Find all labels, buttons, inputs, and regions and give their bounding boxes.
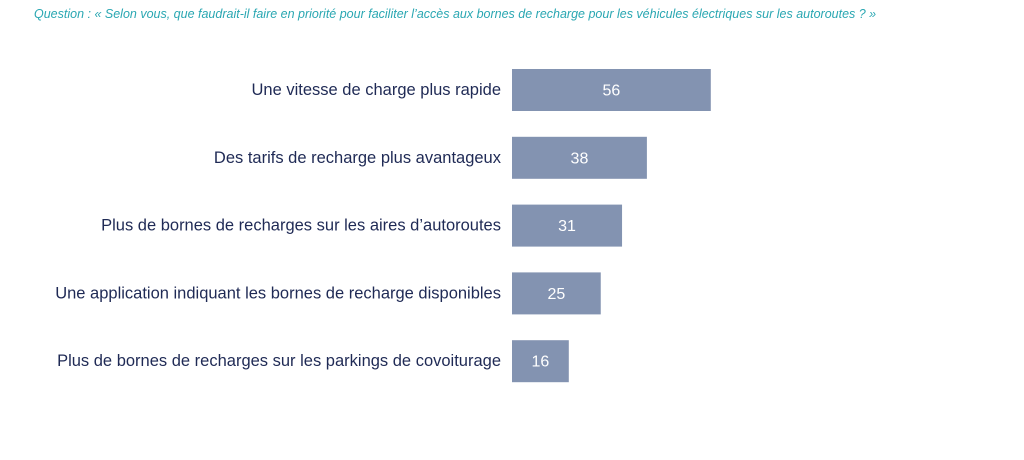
bar (512, 69, 711, 111)
value-label: 38 (571, 150, 589, 167)
bar (512, 136, 647, 179)
question-text: Question : « Selon vous, que faudrait-il… (34, 7, 877, 21)
category-labels-group: Une vitesse de charge plus rapide Des tar… (55, 81, 502, 370)
bars-group (512, 69, 711, 383)
category-label: Des tarifs de recharge plus avantageux (214, 149, 502, 167)
value-label: 16 (532, 354, 550, 371)
bar (512, 204, 623, 247)
value-label: 25 (547, 286, 565, 303)
bar (512, 272, 601, 315)
value-labels-group: 56 38 31 25 16 (532, 83, 621, 371)
bar (512, 340, 569, 383)
category-label: Plus de bornes de recharges sur les park… (57, 352, 501, 370)
value-label: 56 (603, 83, 621, 100)
category-label: Une vitesse de charge plus rapide (252, 81, 501, 99)
category-label: Une application indiquant les bornes de … (55, 284, 501, 302)
value-label: 31 (558, 218, 576, 235)
category-label: Plus de bornes de recharges sur les aire… (101, 217, 501, 235)
